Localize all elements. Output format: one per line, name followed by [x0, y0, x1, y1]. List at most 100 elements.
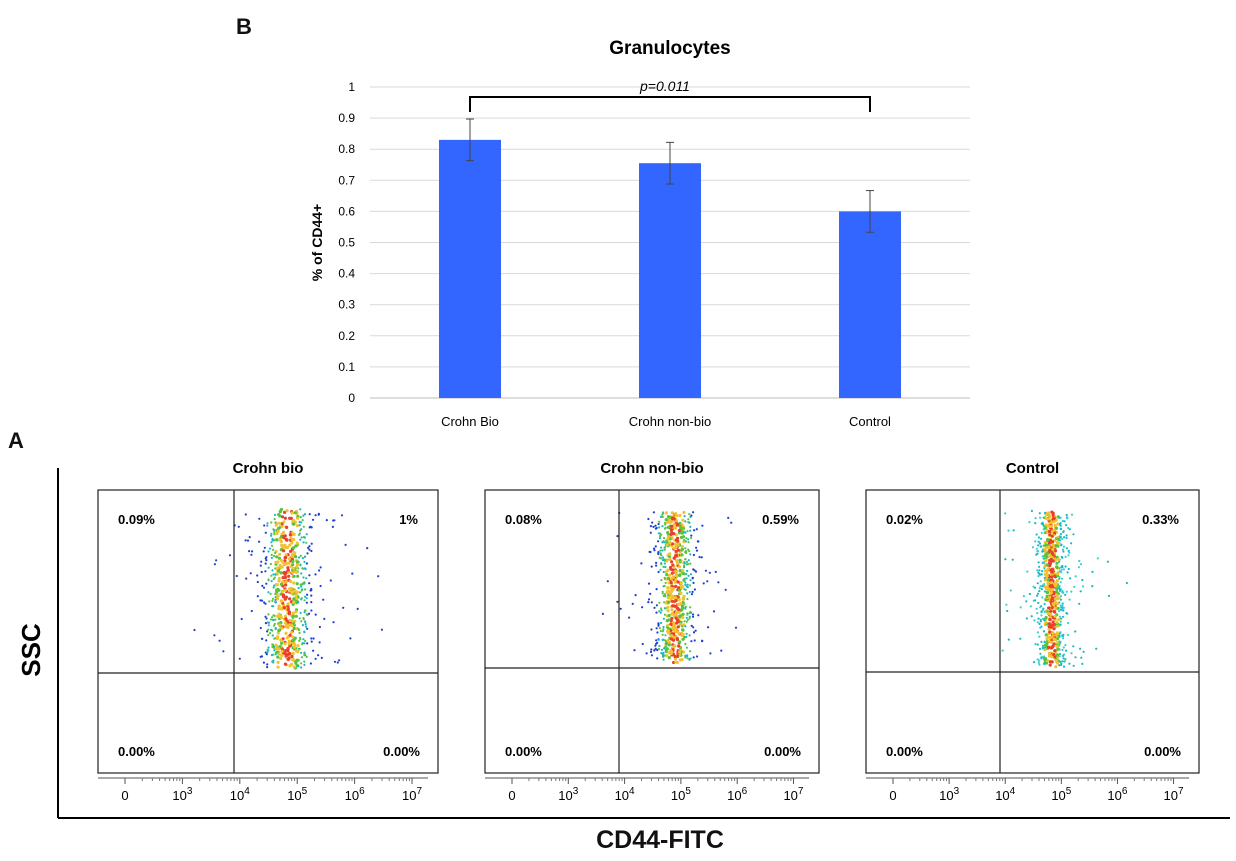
event-dot [1054, 518, 1058, 522]
flow-panel: Crohn bio 0.09% 1% 0.00% 0.00% 0 103 104 105 106 1… [57, 460, 1230, 819]
event-dot [1040, 656, 1043, 659]
event-dot [296, 516, 300, 520]
event-dot [661, 638, 664, 641]
event-dot [1057, 541, 1061, 545]
event-dot [291, 559, 295, 563]
y-tick-label: 0 [348, 391, 355, 405]
event-dot [1038, 542, 1042, 545]
event-dot [670, 524, 674, 528]
event-dot [662, 617, 666, 620]
event-dot [661, 592, 664, 595]
event-dot [279, 592, 283, 596]
event-dot [677, 598, 681, 602]
event-dot [652, 525, 655, 528]
event-dot [303, 581, 306, 584]
event-dot [271, 634, 274, 637]
event-dot [1065, 612, 1068, 615]
event-dot [687, 559, 690, 562]
event-dot [1078, 602, 1081, 605]
event-dot [677, 644, 681, 648]
event-dot [1039, 626, 1042, 629]
event-dot [294, 610, 298, 614]
event-dot [1035, 533, 1038, 536]
event-dot [1059, 581, 1062, 584]
event-dot [688, 590, 691, 594]
event-dot [1058, 664, 1061, 667]
event-dot [659, 568, 662, 571]
event-dot [1091, 570, 1094, 573]
event-dot [1064, 593, 1067, 596]
event-dot [660, 533, 663, 536]
event-dot [714, 570, 717, 573]
event-dot [676, 522, 680, 526]
event-dot [1074, 630, 1077, 633]
event-dot [267, 591, 270, 594]
event-dot [287, 574, 291, 578]
event-dot [669, 532, 673, 536]
event-dot [1046, 612, 1050, 616]
event-dot [649, 531, 652, 534]
event-dot [1026, 570, 1029, 573]
event-dot [1062, 545, 1065, 548]
event-dot [680, 548, 684, 552]
event-dot [1058, 615, 1061, 618]
event-dot [305, 541, 308, 544]
event-dot [270, 544, 274, 547]
event-dot [1036, 594, 1039, 597]
event-dot [304, 623, 307, 626]
event-dot [663, 546, 667, 549]
event-dot [1058, 640, 1061, 643]
event-dot [692, 613, 695, 616]
event-dot [318, 625, 321, 629]
event-dot [659, 611, 662, 614]
event-dot [336, 661, 339, 664]
event-dot [279, 641, 284, 645]
event-dot [272, 548, 275, 551]
event-dot [671, 563, 675, 567]
event-dot [1067, 621, 1070, 625]
event-dot [649, 525, 653, 528]
x-tick-label: 0 [508, 788, 515, 803]
event-dot [665, 647, 669, 651]
event-dot [276, 594, 280, 598]
event-dot [267, 613, 270, 616]
event-dot [279, 535, 283, 539]
event-dot [270, 532, 273, 535]
event-dot [1062, 519, 1065, 523]
event-dot [666, 537, 670, 541]
event-dot [300, 620, 303, 623]
event-dot [663, 562, 666, 565]
event-dot [682, 594, 686, 598]
x-tick-label: 104 [230, 786, 250, 803]
event-dot [1044, 559, 1048, 563]
event-dot [640, 562, 643, 565]
quadrant-lower-right: 0.00% [1144, 744, 1181, 759]
quadrant-lower-left: 0.00% [886, 744, 923, 759]
event-dot [1043, 656, 1047, 661]
event-dot [684, 583, 687, 586]
event-dot [619, 607, 622, 610]
event-dot [664, 649, 668, 654]
event-dot [686, 612, 689, 615]
event-dot [1062, 550, 1065, 553]
event-dot [666, 609, 670, 613]
event-dot [1065, 534, 1068, 537]
event-dot [665, 559, 669, 563]
event-dot [1004, 512, 1007, 515]
event-dot [674, 569, 678, 573]
event-dot [1051, 602, 1055, 606]
event-dot [653, 549, 656, 552]
event-dot [302, 535, 305, 539]
event-dot [1060, 617, 1063, 620]
event-dot [303, 555, 307, 558]
event-dot [1039, 516, 1042, 519]
event-dot [1039, 580, 1042, 583]
event-dot [258, 540, 261, 543]
event-dot [670, 560, 674, 564]
event-dot [689, 573, 693, 576]
event-dot [671, 516, 675, 520]
event-dot [272, 586, 275, 589]
event-dot [678, 558, 682, 562]
event-dot [664, 581, 667, 584]
event-dot [256, 595, 259, 598]
